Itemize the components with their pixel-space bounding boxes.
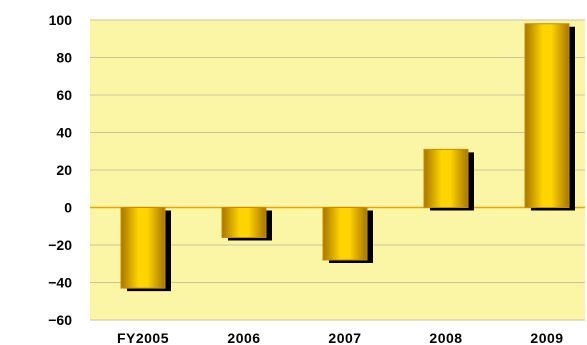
bar-2009 — [524, 23, 570, 208]
y-tick-label: 0 — [64, 200, 72, 216]
x-category-label: FY2005 — [117, 330, 169, 345]
y-tick-label: −40 — [48, 275, 72, 291]
x-category-label: 2008 — [429, 330, 462, 345]
y-tick-label: 40 — [56, 125, 72, 141]
bar-2008 — [423, 148, 469, 208]
y-tick-label: 20 — [56, 162, 72, 178]
x-axis-category-labels: FY2005 2006 2007 2008 2009 — [117, 330, 563, 345]
x-category-label: 2009 — [530, 330, 563, 345]
y-tick-label: −20 — [48, 237, 72, 253]
y-tick-label: 100 — [49, 12, 73, 28]
y-tick-label: 80 — [56, 50, 72, 66]
bar-2006 — [221, 207, 267, 238]
bar-FY2005 — [120, 207, 166, 289]
y-tick-label: 60 — [56, 87, 72, 103]
x-category-label: 2007 — [328, 330, 361, 345]
bars — [120, 23, 575, 292]
bar-2007 — [322, 207, 368, 261]
x-category-label: 2006 — [227, 330, 260, 345]
y-tick-label: −60 — [48, 312, 72, 328]
y-axis-tick-labels: 100 80 60 40 20 0 −20 −40 −60 — [48, 12, 72, 328]
